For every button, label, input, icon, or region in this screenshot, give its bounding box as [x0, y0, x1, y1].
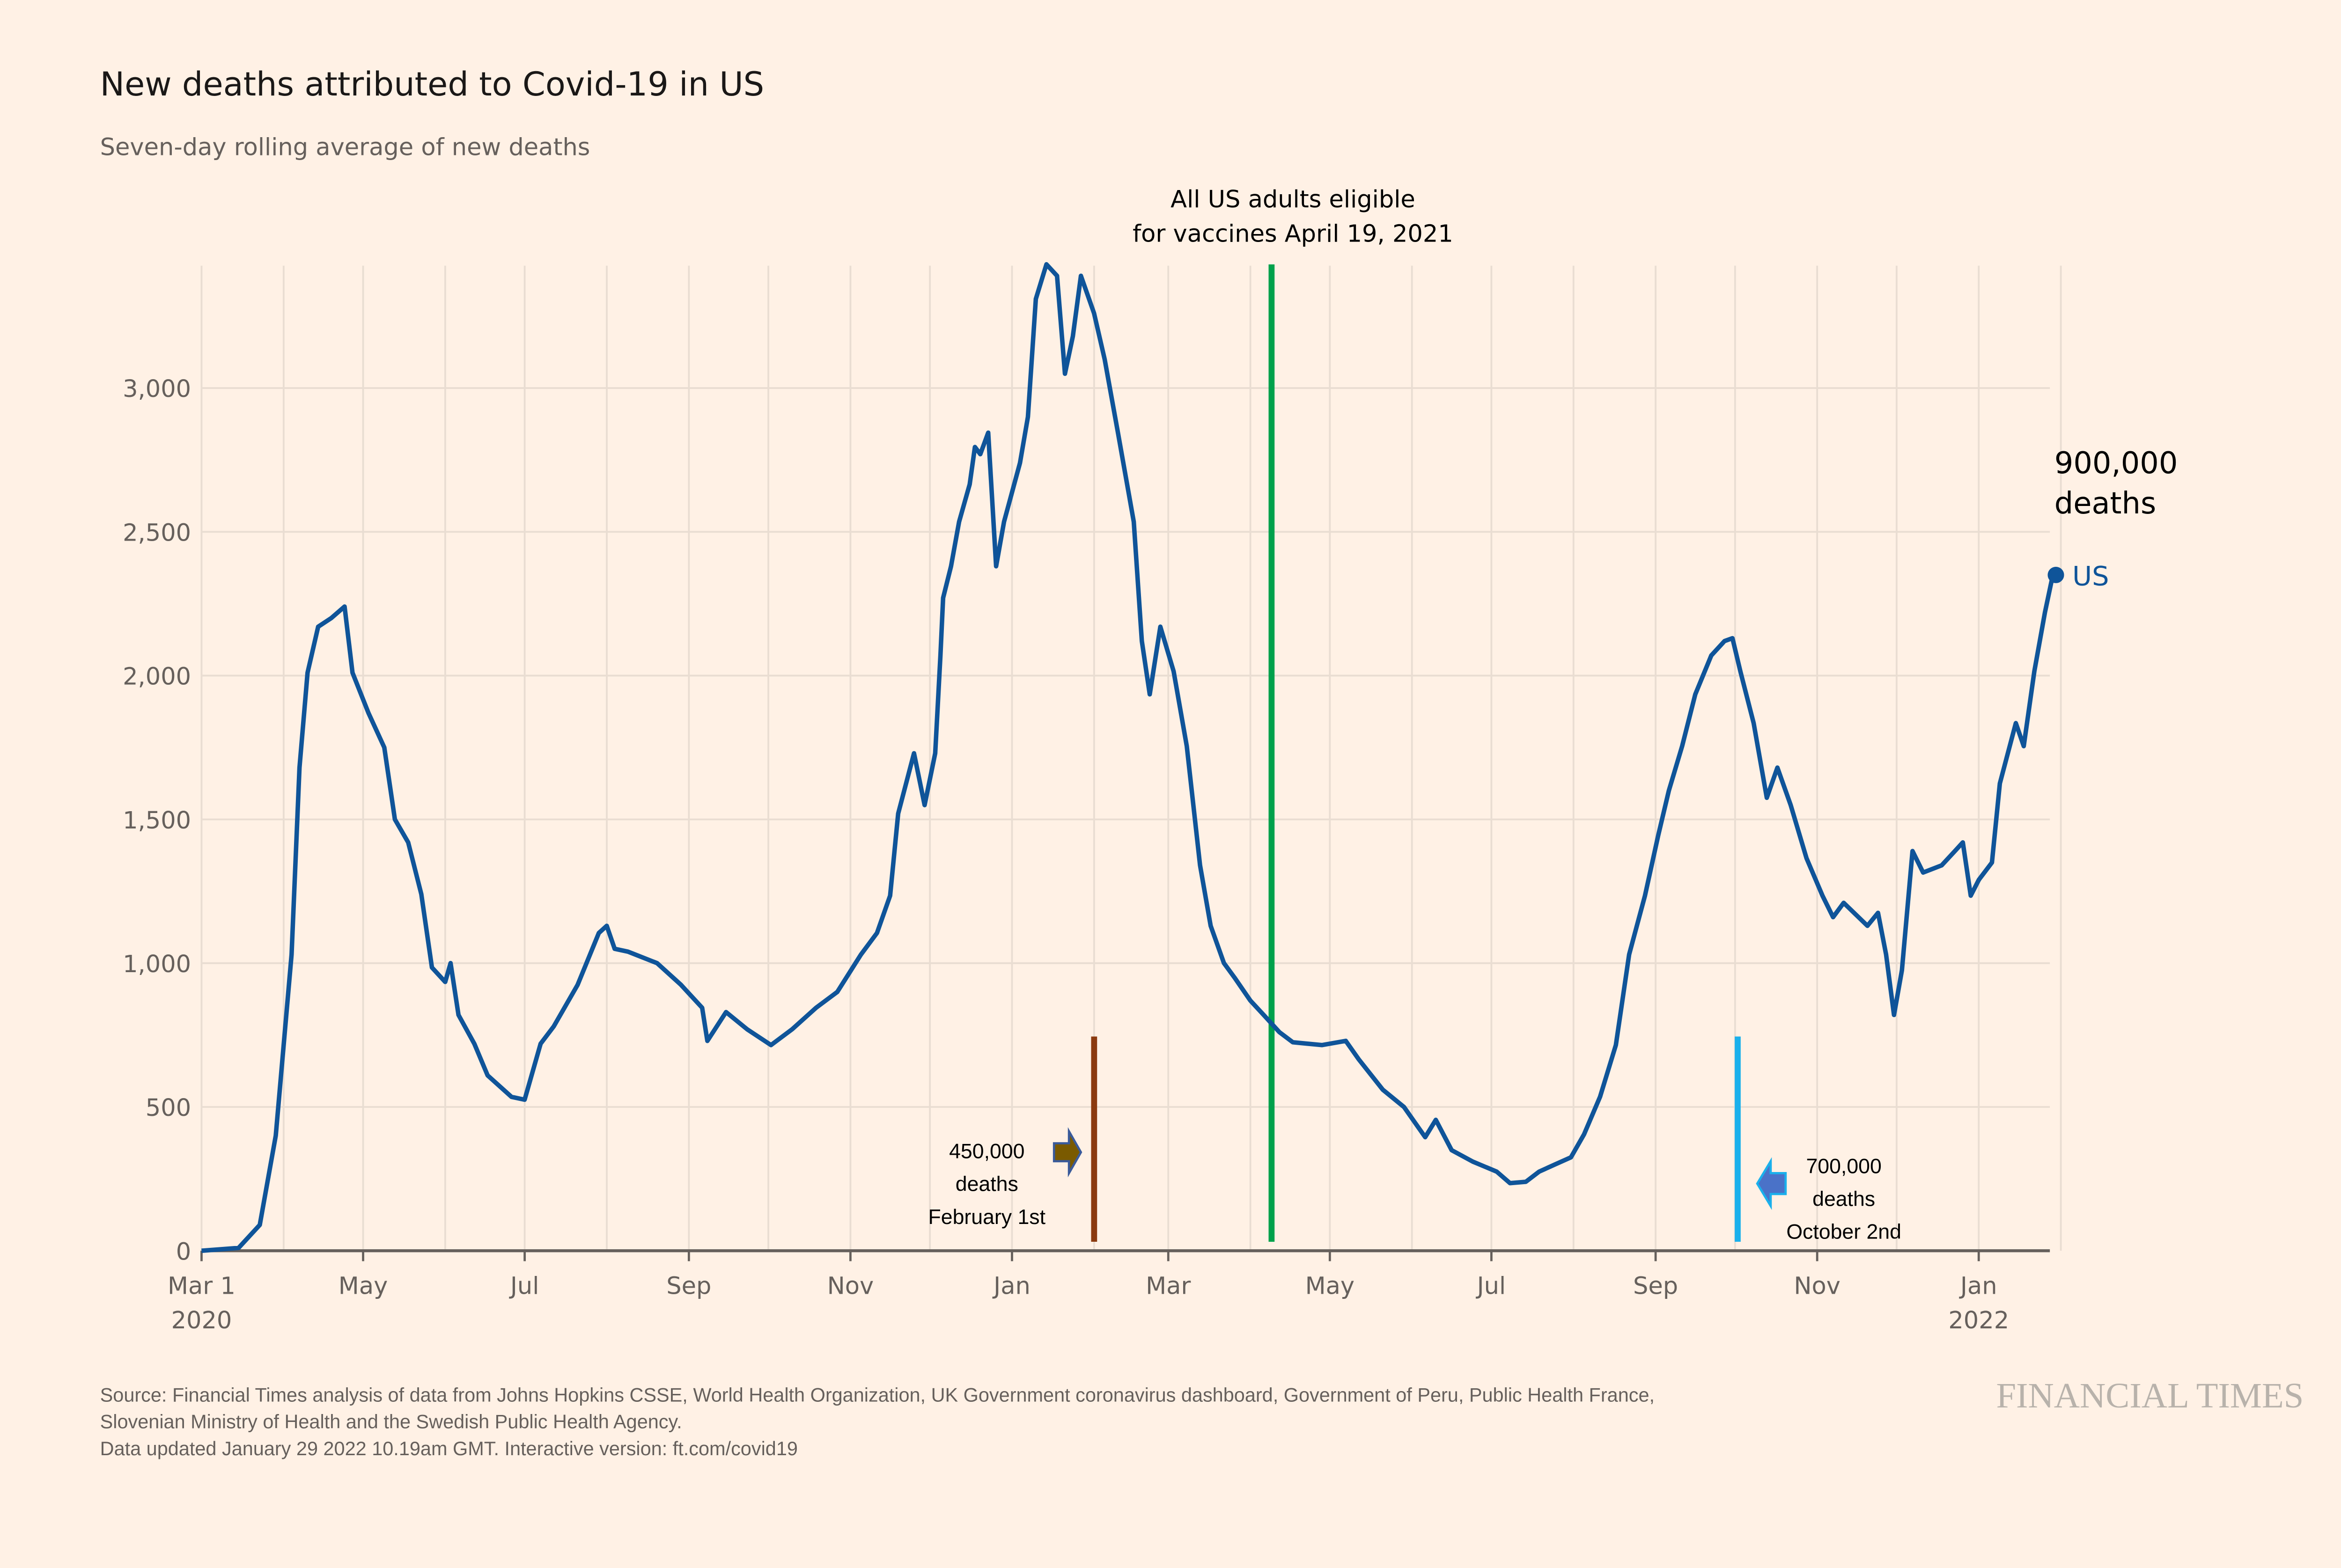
- x-tick-label: May: [1305, 1273, 1355, 1300]
- x-tick-label: Nov: [827, 1273, 874, 1300]
- y-tick-label: 2,500: [123, 519, 191, 547]
- x-tick-label: Mar: [1146, 1273, 1191, 1300]
- y-tick-label: 500: [146, 1094, 191, 1122]
- y-tick-label: 2,000: [123, 663, 191, 691]
- series-label-us: US: [2072, 561, 2109, 592]
- x-tick-label: May: [339, 1273, 388, 1300]
- x-tick-label: Jan: [1959, 1273, 1997, 1300]
- data-updated-note: Data updated January 29 2022 10.19am GMT…: [100, 1437, 798, 1459]
- y-tick-label: 1,500: [123, 807, 191, 835]
- arrow-left-icon: [1756, 1157, 1787, 1210]
- deaths-450k-line2: deaths: [956, 1173, 1018, 1196]
- y-tick-label: 3,000: [123, 375, 191, 403]
- deaths-900k-line1: 900,000: [2054, 446, 2178, 481]
- source-note-line2: Slovenian Ministry of Health and the Swe…: [100, 1411, 682, 1433]
- deaths-900k-line2: deaths: [2054, 486, 2156, 521]
- x-tick-sublabel: 2022: [1948, 1307, 2009, 1334]
- deaths-700k-line1: 700,000: [1806, 1155, 1881, 1178]
- source-note-line1: Source: Financial Times analysis of data…: [100, 1384, 1655, 1406]
- deaths-700k-line3: October 2nd: [1786, 1221, 1901, 1244]
- vaccine-annotation-line2: for vaccines April 19, 2021: [1133, 220, 1453, 248]
- x-tick-label: Sep: [1633, 1273, 1678, 1300]
- x-tick-label: Jul: [1476, 1273, 1506, 1300]
- deaths-450k-line3: February 1st: [928, 1206, 1046, 1229]
- x-tick-label: Mar 1: [168, 1273, 236, 1300]
- deaths-450k-line1: 450,000: [949, 1140, 1024, 1163]
- ft-logo: FINANCIAL TIMES: [1996, 1376, 2304, 1415]
- chart-subtitle: Seven-day rolling average of new deaths: [100, 134, 590, 161]
- series-end-dot: [2047, 566, 2064, 583]
- x-tick-label: Jan: [992, 1273, 1031, 1300]
- background: [0, 0, 2341, 1484]
- chart: New deaths attributed to Covid-19 in US …: [0, 0, 2341, 1484]
- vaccine-annotation-line1: All US adults eligible: [1170, 186, 1415, 213]
- deaths-700k-line2: deaths: [1812, 1188, 1875, 1211]
- x-tick-label: Jul: [509, 1273, 539, 1300]
- series-line-us: [201, 262, 2055, 1253]
- x-tick-label: Nov: [1794, 1273, 1840, 1300]
- annotation-lines: [1091, 264, 1741, 1242]
- arrow-right-icon: [1053, 1127, 1082, 1178]
- x-tick-label: Sep: [666, 1273, 711, 1300]
- y-tick-label: 0: [176, 1238, 191, 1266]
- y-axis: 0 500 1,000 1,500 2,000 2,500 3,000: [123, 375, 191, 1266]
- x-axis: Mar 1 2020 May Jul Sep Nov Jan Mar May Jul Sep Nov J…: [168, 1251, 2009, 1334]
- chart-title: New deaths attributed to Covid-19 in US: [100, 65, 765, 103]
- y-tick-label: 1,000: [123, 951, 191, 978]
- x-tick-sublabel: 2020: [171, 1307, 232, 1334]
